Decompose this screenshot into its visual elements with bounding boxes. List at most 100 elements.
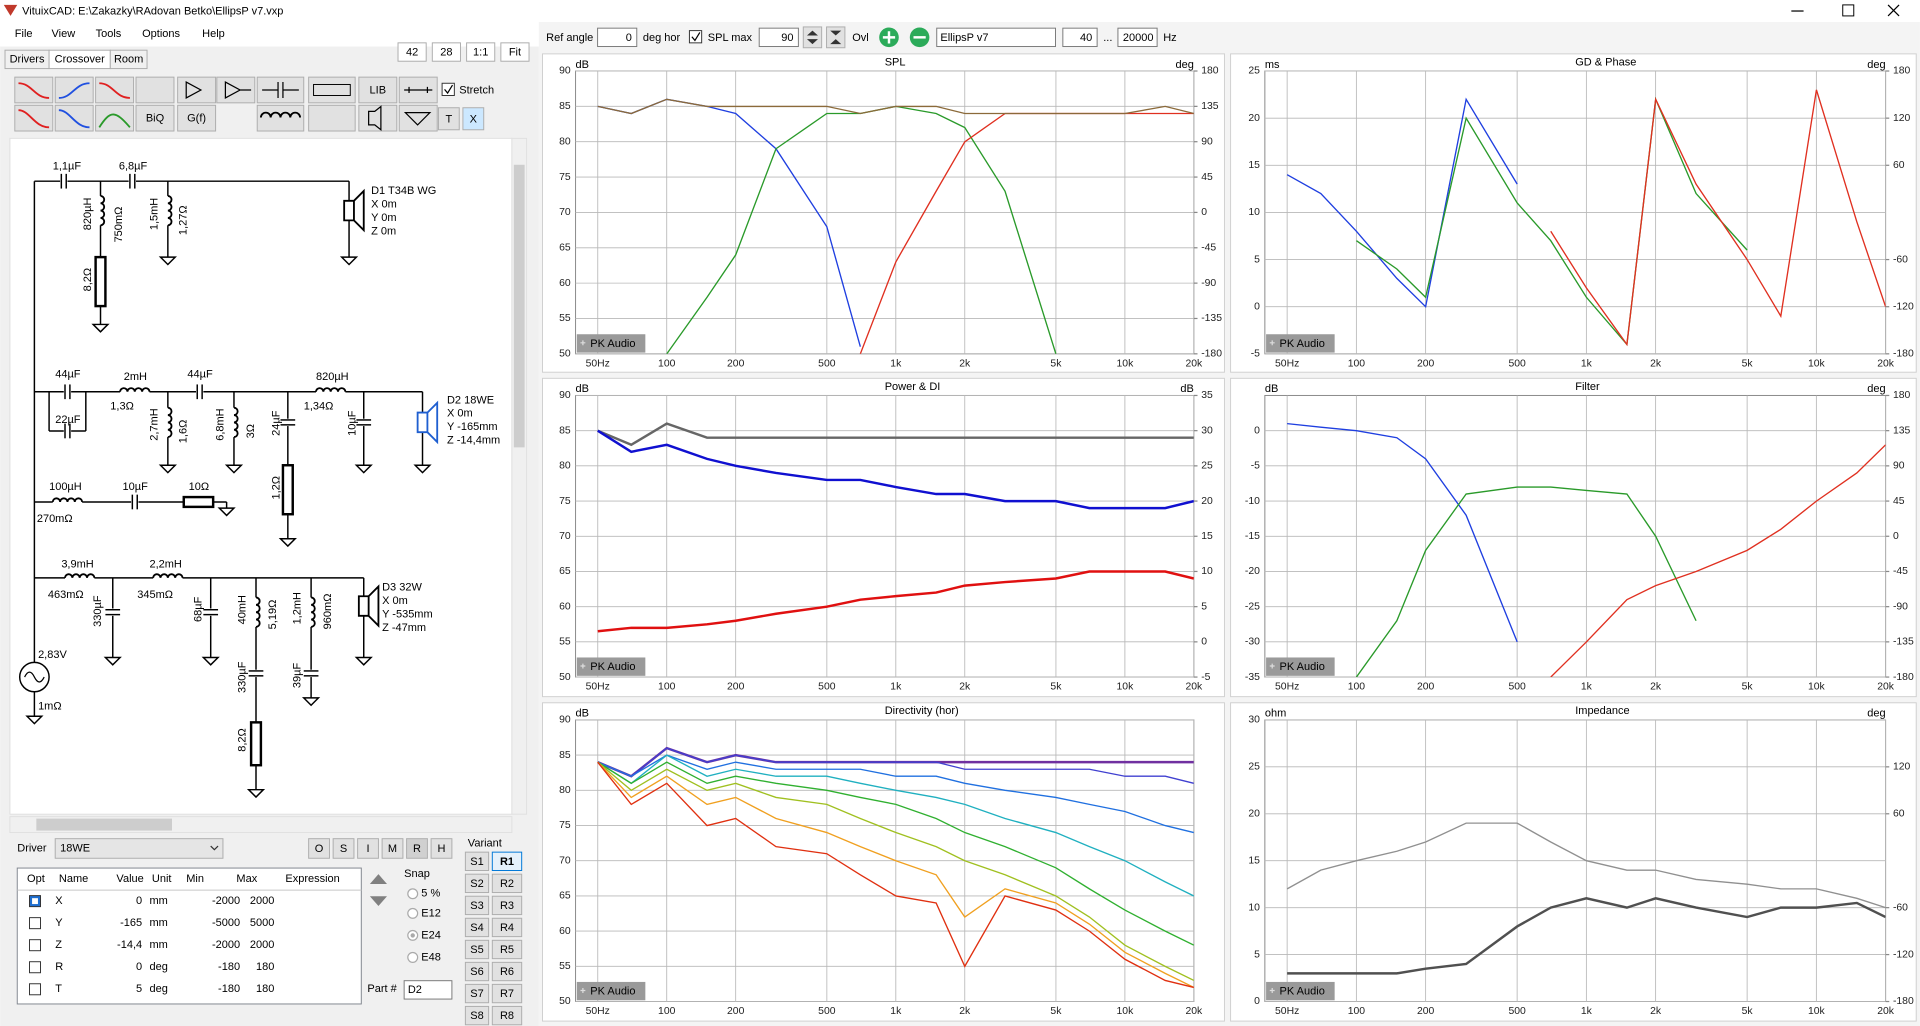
variant-r-label[interactable]: R4 bbox=[500, 922, 514, 934]
snap-radio[interactable] bbox=[407, 907, 419, 919]
component-button[interactable] bbox=[177, 76, 217, 104]
tab-label[interactable]: Room bbox=[114, 53, 143, 65]
variant-s-label[interactable]: S4 bbox=[470, 922, 483, 934]
variant-s-button[interactable] bbox=[464, 983, 490, 1004]
mode-button-label[interactable]: R bbox=[413, 843, 421, 855]
variant-r-button[interactable] bbox=[491, 939, 523, 960]
variant-r-label[interactable]: R2 bbox=[500, 878, 514, 890]
variant-r-label[interactable]: R7 bbox=[500, 988, 514, 1000]
gf-button-label[interactable]: G(f) bbox=[187, 113, 206, 125]
menu-item[interactable]: Options bbox=[142, 28, 180, 40]
checkbox-focus[interactable] bbox=[32, 898, 38, 905]
variant-r-button[interactable] bbox=[491, 1005, 523, 1026]
snap-option[interactable]: E12 bbox=[421, 907, 441, 919]
variant-s-button[interactable] bbox=[464, 895, 490, 916]
overlay-name-value[interactable]: EllipsP v7 bbox=[940, 32, 988, 44]
component-button[interactable] bbox=[256, 104, 305, 132]
x-button-label[interactable]: X bbox=[470, 113, 478, 125]
biq-button[interactable] bbox=[135, 104, 175, 132]
spin-button[interactable] bbox=[826, 26, 846, 49]
variant-s-label[interactable]: S1 bbox=[470, 856, 483, 868]
variant-r-button[interactable] bbox=[491, 851, 523, 871]
variant-r-button[interactable] bbox=[491, 873, 523, 894]
variant-s-button[interactable] bbox=[464, 873, 490, 894]
mode-button[interactable] bbox=[381, 838, 404, 859]
mode-button[interactable] bbox=[308, 838, 330, 859]
menu-item[interactable]: View bbox=[52, 28, 76, 40]
restore-icon[interactable] bbox=[1842, 4, 1855, 17]
snap-option[interactable]: 5 % bbox=[421, 888, 440, 900]
menu-item[interactable]: File bbox=[15, 28, 33, 40]
driver-combo[interactable] bbox=[54, 838, 224, 859]
opt-checkbox[interactable] bbox=[29, 939, 42, 952]
ref-angle-input[interactable] bbox=[597, 27, 638, 48]
snap-radio[interactable] bbox=[407, 888, 419, 900]
overlay-name[interactable] bbox=[936, 27, 1056, 48]
component-button[interactable] bbox=[135, 76, 175, 104]
toolbar-label[interactable]: SPL max bbox=[708, 32, 753, 44]
f-min-value[interactable]: 40 bbox=[1080, 32, 1092, 44]
zoom-button[interactable] bbox=[431, 42, 461, 62]
opt-checkbox[interactable] bbox=[29, 961, 42, 974]
ref-angle-value[interactable]: 0 bbox=[626, 32, 632, 44]
variant-s-label[interactable]: S8 bbox=[470, 1010, 483, 1022]
variant-s-button[interactable] bbox=[464, 917, 490, 938]
tab[interactable] bbox=[109, 49, 148, 70]
filter-button[interactable] bbox=[95, 104, 135, 132]
mode-button[interactable] bbox=[430, 838, 453, 859]
stretch-label[interactable]: Stretch bbox=[459, 85, 494, 97]
opt-checkbox[interactable] bbox=[29, 917, 42, 930]
up-button[interactable] bbox=[369, 874, 388, 884]
x-button[interactable] bbox=[462, 107, 485, 131]
scroll-thumb[interactable] bbox=[513, 164, 525, 448]
f-max-input[interactable] bbox=[1117, 27, 1158, 48]
component-button[interactable] bbox=[398, 104, 438, 132]
variant-r-button[interactable] bbox=[491, 961, 523, 982]
zoom-button[interactable] bbox=[466, 42, 496, 62]
tab-label[interactable]: Crossover bbox=[55, 53, 105, 65]
biq-button-label[interactable]: BiQ bbox=[146, 113, 165, 125]
variant-s-label[interactable]: S3 bbox=[470, 900, 483, 912]
variant-r-label[interactable]: R3 bbox=[500, 900, 514, 912]
zoom-button[interactable] bbox=[397, 42, 427, 62]
tab-label[interactable]: Drivers bbox=[10, 53, 45, 65]
mode-button[interactable] bbox=[406, 838, 428, 859]
variant-r-label[interactable]: R8 bbox=[500, 1010, 514, 1022]
part-value[interactable]: D2 bbox=[408, 984, 422, 996]
mode-button-label[interactable]: S bbox=[340, 843, 347, 855]
variant-s-button[interactable] bbox=[464, 939, 490, 960]
zoom-button-label[interactable]: 28 bbox=[440, 47, 452, 59]
variant-s-label[interactable]: S7 bbox=[470, 988, 483, 1000]
zoom-button[interactable] bbox=[500, 42, 530, 62]
variant-r-label[interactable]: R5 bbox=[500, 944, 514, 956]
mode-button-label[interactable]: I bbox=[366, 843, 369, 855]
variant-r-label[interactable]: R1 bbox=[500, 856, 514, 868]
zoom-button-label[interactable]: 42 bbox=[406, 47, 418, 59]
zoom-button-label[interactable]: 1:1 bbox=[473, 47, 488, 59]
menu-item[interactable]: Tools bbox=[96, 28, 122, 40]
driver-value[interactable]: 18WE bbox=[60, 842, 90, 854]
variant-r-button[interactable] bbox=[491, 895, 523, 916]
lib-button-label[interactable]: LIB bbox=[370, 85, 387, 97]
scroll-thumb[interactable] bbox=[36, 818, 173, 831]
variant-s-label[interactable]: S2 bbox=[470, 878, 483, 890]
snap-option[interactable]: E24 bbox=[421, 929, 441, 941]
down-button[interactable] bbox=[369, 896, 388, 907]
spin-button[interactable] bbox=[802, 26, 823, 49]
variant-s-button[interactable] bbox=[464, 1005, 490, 1026]
variant-r-button[interactable] bbox=[491, 917, 523, 938]
spl-max-input[interactable] bbox=[758, 27, 799, 48]
snap-radio[interactable] bbox=[407, 951, 419, 963]
f-min-input[interactable] bbox=[1062, 27, 1098, 48]
menu-item[interactable]: Help bbox=[202, 28, 225, 40]
mode-button[interactable] bbox=[357, 838, 379, 859]
mode-button[interactable] bbox=[332, 838, 355, 859]
spl-max-value[interactable]: 90 bbox=[781, 32, 793, 44]
component-button[interactable] bbox=[308, 76, 356, 104]
variant-s-label[interactable]: S5 bbox=[470, 944, 483, 956]
part-input[interactable] bbox=[403, 980, 453, 1000]
f-max-value[interactable]: 20000 bbox=[1123, 32, 1154, 44]
gf-button[interactable] bbox=[177, 104, 217, 132]
variant-s-button[interactable] bbox=[464, 851, 490, 871]
lib-button[interactable] bbox=[358, 76, 398, 104]
